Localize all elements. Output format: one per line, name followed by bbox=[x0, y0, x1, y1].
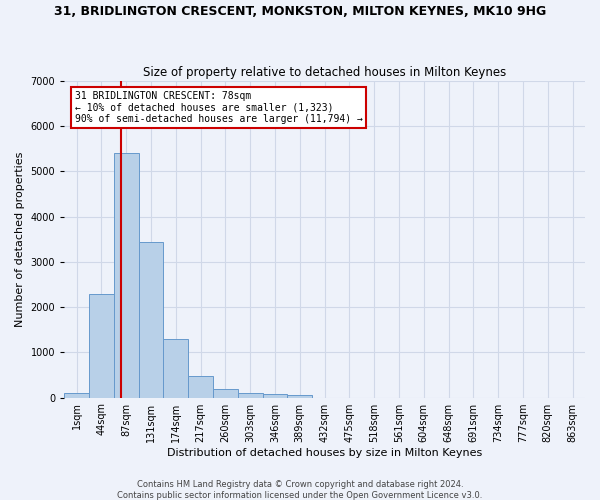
Bar bbox=[238, 393, 263, 398]
Bar bbox=[139, 242, 163, 398]
Bar bbox=[163, 339, 188, 398]
Title: Size of property relative to detached houses in Milton Keynes: Size of property relative to detached ho… bbox=[143, 66, 506, 78]
Y-axis label: Number of detached properties: Number of detached properties bbox=[15, 152, 25, 327]
Bar bbox=[287, 396, 312, 398]
Bar bbox=[263, 394, 287, 398]
Bar bbox=[188, 376, 213, 398]
Bar bbox=[114, 154, 139, 398]
X-axis label: Distribution of detached houses by size in Milton Keynes: Distribution of detached houses by size … bbox=[167, 448, 482, 458]
Bar bbox=[213, 388, 238, 398]
Bar bbox=[64, 393, 89, 398]
Text: Contains HM Land Registry data © Crown copyright and database right 2024.
Contai: Contains HM Land Registry data © Crown c… bbox=[118, 480, 482, 500]
Text: 31 BRIDLINGTON CRESCENT: 78sqm
← 10% of detached houses are smaller (1,323)
90% : 31 BRIDLINGTON CRESCENT: 78sqm ← 10% of … bbox=[74, 90, 362, 124]
Text: 31, BRIDLINGTON CRESCENT, MONKSTON, MILTON KEYNES, MK10 9HG: 31, BRIDLINGTON CRESCENT, MONKSTON, MILT… bbox=[54, 5, 546, 18]
Bar bbox=[89, 294, 114, 398]
